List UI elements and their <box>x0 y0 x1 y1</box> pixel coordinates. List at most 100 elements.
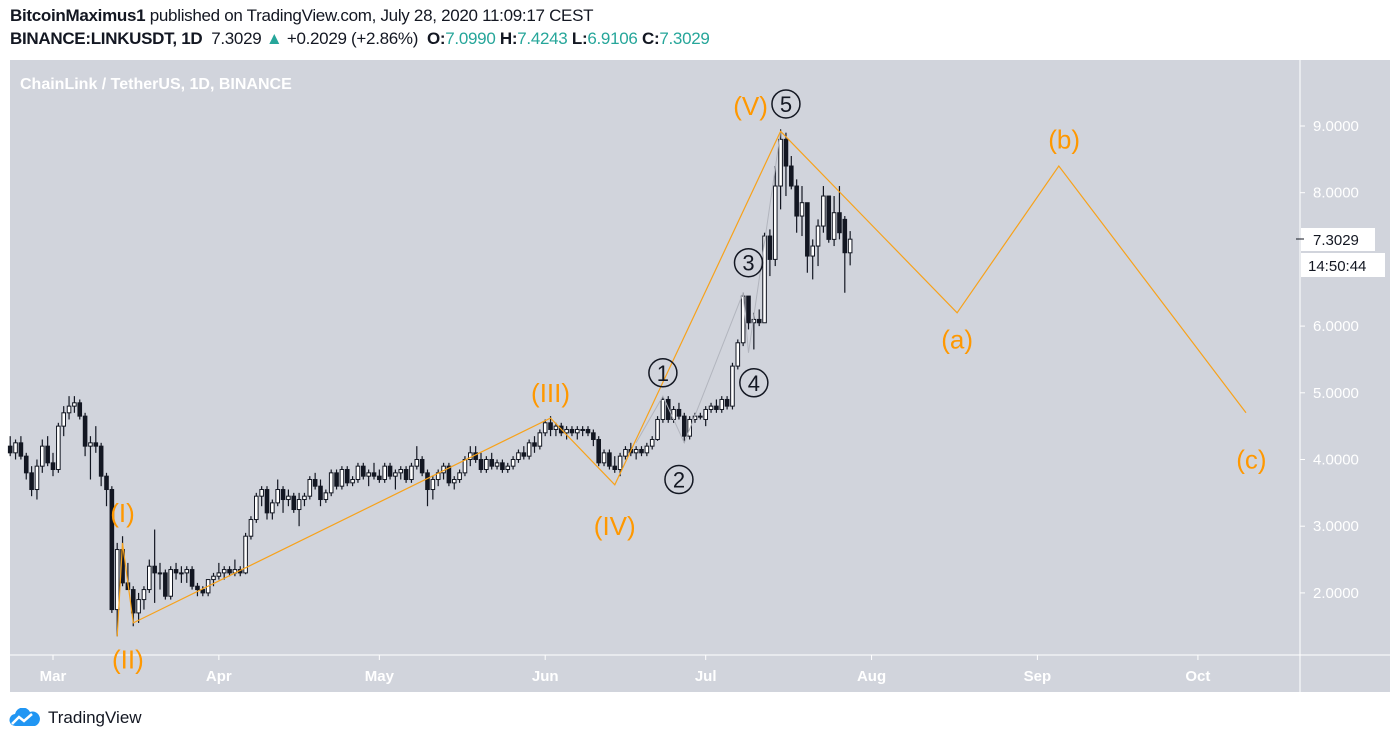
candle <box>789 156 794 190</box>
price-tick-label: 4.0000 <box>1313 452 1359 469</box>
candle <box>280 486 286 513</box>
price-tick-label: 9.0000 <box>1313 118 1359 135</box>
candle <box>505 462 511 473</box>
candle <box>526 439 532 460</box>
price-axis[interactable]: 9.0000 8.0000 6.0000 5.0000 4.0000 3.0000 2.00… <box>1300 118 1359 602</box>
candle-body-up <box>141 589 147 601</box>
candle-body-up <box>730 365 735 407</box>
candle <box>591 429 596 447</box>
subwave-circle <box>739 368 769 398</box>
candle <box>366 469 371 487</box>
publish-text: published on TradingView.com, July 28, 2… <box>149 6 594 25</box>
price-chart[interactable]: ChainLink / TetherUS, 1D, BINANCE 9.0000… <box>0 0 1400 700</box>
candle-body-down <box>585 428 591 434</box>
candle <box>730 362 735 410</box>
subwave-circle <box>664 464 694 495</box>
candle-body-up <box>564 428 569 434</box>
candle <box>826 195 832 243</box>
candle <box>548 416 553 437</box>
candle-body-down <box>291 495 297 511</box>
candle <box>157 562 163 590</box>
candle-body-up <box>644 445 650 454</box>
candle <box>532 436 537 453</box>
candle-body-up <box>216 572 222 577</box>
candle <box>740 292 746 347</box>
symbol-name: BINANCE:LINKUSDT, 1D <box>10 29 203 48</box>
candle-body-up <box>350 479 355 484</box>
candle-body-up <box>296 499 302 511</box>
time-axis[interactable]: Mar Apr May Jun Jul Aug Sep Oct <box>40 655 1211 685</box>
candle <box>676 402 682 420</box>
candle <box>355 462 361 483</box>
candle-body-up <box>516 452 521 460</box>
candle-body-down <box>794 185 799 217</box>
candle-body-up <box>302 495 307 501</box>
candle-body-up <box>414 459 420 467</box>
wave-label: (III) <box>531 378 570 408</box>
candle-body-down <box>7 445 13 454</box>
candle <box>451 476 457 490</box>
candle <box>312 472 318 490</box>
candle <box>762 232 767 324</box>
chart-background <box>10 60 1390 692</box>
candle-body-up <box>382 465 387 481</box>
price-tick-label: 8.0000 <box>1313 185 1359 202</box>
time-tick-label: Sep <box>1024 668 1052 685</box>
candle-body-up <box>580 428 585 431</box>
low-value: 6.9106 <box>587 29 638 48</box>
candle-body-up <box>88 442 93 447</box>
candle <box>478 452 484 473</box>
candle <box>457 469 462 483</box>
candle <box>708 402 714 413</box>
time-tick-label: Aug <box>857 668 886 685</box>
candle <box>521 446 527 460</box>
candle-body-up <box>366 472 371 477</box>
tradingview-cloud-icon <box>9 708 40 727</box>
candle-body-up <box>671 408 676 420</box>
last-price: 7.3029 <box>211 29 262 48</box>
candle <box>815 219 821 267</box>
candle <box>377 469 382 483</box>
footer-brand[interactable]: TradingView <box>8 708 142 728</box>
wave-label: (c) <box>1236 445 1266 475</box>
candle <box>601 449 607 467</box>
wave-label: (II) <box>112 645 144 675</box>
price-tick-label: 3.0000 <box>1313 518 1359 535</box>
candle-body-up <box>735 342 741 367</box>
candle <box>446 462 452 487</box>
high-label: H: <box>499 29 518 48</box>
candle <box>371 462 377 480</box>
time-tick-label: Jun <box>532 668 559 685</box>
candle-body-down <box>521 452 527 457</box>
candle <box>596 436 602 467</box>
candle <box>104 472 109 507</box>
subwave-label: 5 <box>771 89 801 119</box>
close-value: 7.3029 <box>659 29 710 48</box>
last-price-label: 7.3029 <box>1313 232 1359 249</box>
candle-body-down <box>767 235 773 260</box>
candle-body-down <box>676 408 682 417</box>
candle <box>382 462 387 483</box>
candle <box>746 295 751 330</box>
candle-body-up <box>633 448 639 454</box>
candle-body-up <box>430 479 436 491</box>
candle-body-up <box>484 459 489 471</box>
candle-body-down <box>478 459 484 471</box>
candle <box>633 446 639 460</box>
candle-body-down <box>130 589 136 614</box>
candle <box>168 566 173 600</box>
candle-body-up <box>355 465 361 481</box>
candle-body-down <box>82 415 88 447</box>
candle-body-down <box>489 459 494 467</box>
chart-title: ChainLink / TetherUS, 1D, BINANCE <box>20 76 292 93</box>
author-name[interactable]: BitcoinMaximus1 <box>10 6 146 25</box>
candle <box>703 406 709 427</box>
candle <box>580 426 585 437</box>
candle-body-up <box>655 418 660 440</box>
candle-body-down <box>387 465 393 477</box>
subwave-circle <box>771 89 801 119</box>
time-tick-label: Oct <box>1185 668 1210 685</box>
candle-body-down <box>591 432 596 440</box>
candle-body-down <box>200 589 206 594</box>
candle <box>88 436 93 480</box>
